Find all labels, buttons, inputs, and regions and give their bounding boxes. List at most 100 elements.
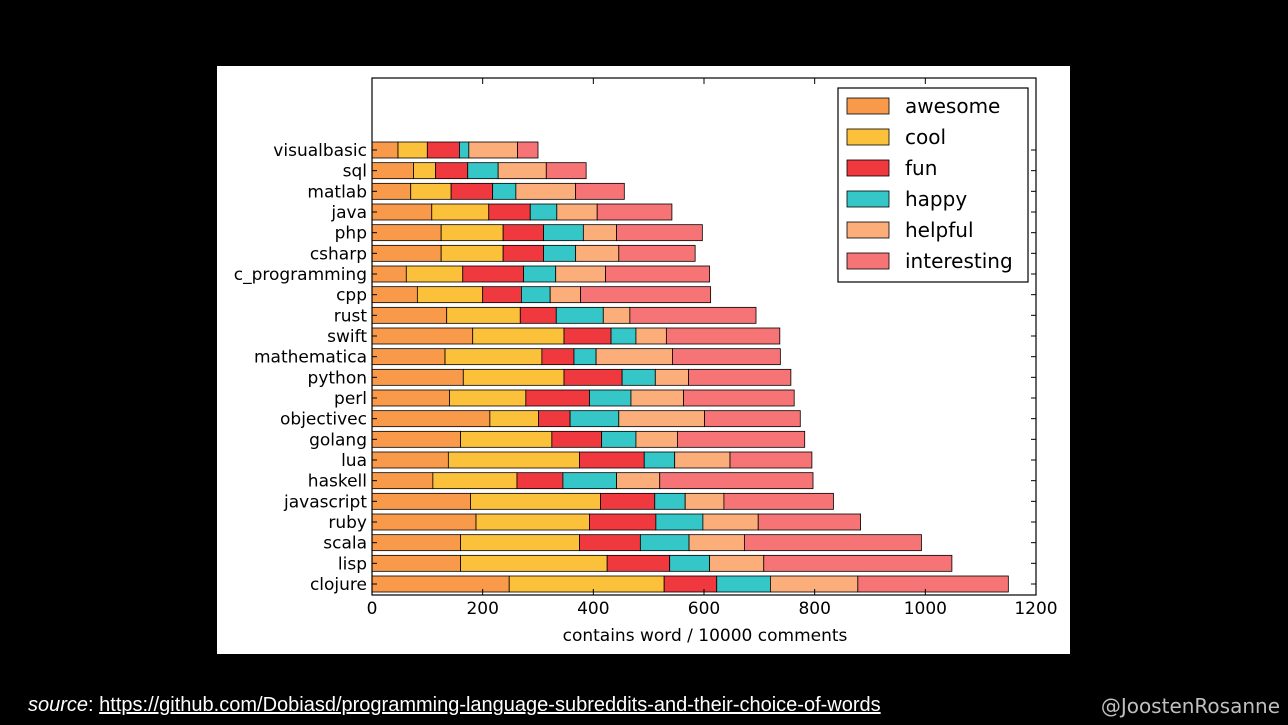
y-tick-label-csharp: csharp bbox=[310, 244, 367, 264]
y-tick-label-python: python bbox=[308, 368, 367, 388]
source-link[interactable]: https://github.com/Dobiasd/programming-l… bbox=[99, 694, 881, 716]
legend-box bbox=[837, 87, 1029, 283]
bar-mathematica-helpful bbox=[595, 348, 673, 366]
bar-haskell-interesting bbox=[659, 472, 814, 490]
legend-label-happy: happy bbox=[905, 187, 967, 211]
x-tick-label-800: 800 bbox=[798, 599, 830, 619]
bar-scala-happy bbox=[639, 534, 690, 552]
y-tick-label-haskell: haskell bbox=[308, 472, 367, 492]
bar-python-cool bbox=[462, 368, 565, 386]
source-label: source bbox=[28, 694, 89, 716]
bar-clojure-cool bbox=[508, 575, 665, 593]
bar-mathematica-fun bbox=[541, 348, 575, 366]
legend-swatch-cool bbox=[846, 128, 890, 146]
y-tick-label-objectivec: objectivec bbox=[280, 410, 367, 430]
bar-cpp-cool bbox=[416, 286, 484, 304]
y-tick-label-golang: golang bbox=[309, 430, 367, 450]
bar-mathematica-happy bbox=[573, 348, 597, 366]
bar-ruby-interesting bbox=[757, 513, 861, 531]
legend-label-helpful: helpful bbox=[905, 218, 974, 242]
y-tick-label-rust: rust bbox=[334, 306, 368, 326]
bar-clojure-interesting bbox=[857, 575, 1009, 593]
bar-objectivec-interesting bbox=[704, 410, 801, 428]
bars-layer bbox=[371, 141, 1009, 593]
source-credit: source: https://github.com/Dobiasd/progr… bbox=[28, 694, 881, 717]
y-tick-label-java: java bbox=[330, 203, 367, 223]
bar-haskell-cool bbox=[432, 472, 518, 490]
bar-cpp-happy bbox=[520, 286, 551, 304]
bar-c_programming-interesting bbox=[605, 265, 710, 283]
bar-lisp-happy bbox=[669, 554, 710, 572]
bar-lua-helpful bbox=[674, 451, 731, 469]
bar-clojure-happy bbox=[716, 575, 771, 593]
bar-clojure-helpful bbox=[770, 575, 859, 593]
bar-c_programming-fun bbox=[462, 265, 525, 283]
legend-swatch-happy bbox=[846, 190, 890, 208]
bar-php-cool bbox=[440, 224, 504, 242]
bar-scala-interesting bbox=[743, 534, 922, 552]
y-tick-label-clojure: clojure bbox=[310, 575, 367, 595]
bar-c_programming-cool bbox=[405, 265, 464, 283]
bar-perl-happy bbox=[589, 389, 632, 407]
bar-php-happy bbox=[543, 224, 584, 242]
bar-python-helpful bbox=[654, 368, 689, 386]
bar-perl-helpful bbox=[630, 389, 684, 407]
bar-scala-fun bbox=[579, 534, 641, 552]
bar-perl-cool bbox=[449, 389, 527, 407]
y-tick-label-ruby: ruby bbox=[328, 513, 367, 533]
legend-label-awesome: awesome bbox=[905, 94, 1000, 118]
bar-scala-awesome bbox=[371, 534, 461, 552]
bar-perl-interesting bbox=[683, 389, 795, 407]
x-axis-title: contains word / 10000 comments bbox=[563, 626, 848, 646]
bar-java-awesome bbox=[371, 203, 433, 221]
bar-matlab-interesting bbox=[575, 182, 625, 200]
bar-objectivec-fun bbox=[538, 410, 571, 428]
axes-layer: visualbasicsqlmatlabjavaphpcsharpc_progr… bbox=[234, 77, 1058, 619]
source-separator: : bbox=[88, 694, 100, 716]
bar-scala-helpful bbox=[688, 534, 745, 552]
bar-golang-fun bbox=[551, 430, 603, 448]
bar-golang-cool bbox=[460, 430, 553, 448]
y-tick-label-cpp: cpp bbox=[336, 286, 367, 306]
bar-sql-cool bbox=[413, 162, 437, 180]
bar-swift-awesome bbox=[371, 327, 474, 345]
bar-lisp-helpful bbox=[709, 554, 765, 572]
bar-ruby-fun bbox=[589, 513, 657, 531]
bar-lisp-fun bbox=[606, 554, 671, 572]
legend-swatch-fun bbox=[846, 159, 890, 177]
bar-rust-happy bbox=[555, 306, 604, 324]
y-tick-label-scala: scala bbox=[323, 534, 367, 554]
bar-python-happy bbox=[621, 368, 656, 386]
bar-matlab-fun bbox=[450, 182, 494, 200]
legend-label-interesting: interesting bbox=[905, 249, 1013, 273]
bar-javascript-helpful bbox=[684, 492, 725, 510]
bar-php-awesome bbox=[371, 224, 442, 242]
bar-clojure-awesome bbox=[371, 575, 510, 593]
bar-csharp-fun bbox=[502, 244, 544, 262]
bar-python-interesting bbox=[688, 368, 792, 386]
x-tick-label-600: 600 bbox=[688, 599, 720, 619]
bar-mathematica-awesome bbox=[371, 348, 446, 366]
bar-cpp-fun bbox=[482, 286, 522, 304]
bar-mathematica-cool bbox=[444, 348, 543, 366]
bar-javascript-fun bbox=[600, 492, 656, 510]
bar-matlab-cool bbox=[410, 182, 452, 200]
bar-mathematica-interesting bbox=[672, 348, 781, 366]
bar-php-helpful bbox=[582, 224, 617, 242]
bar-sql-awesome bbox=[371, 162, 414, 180]
bar-sql-helpful bbox=[497, 162, 547, 180]
bar-javascript-happy bbox=[654, 492, 686, 510]
bar-ruby-helpful bbox=[702, 513, 759, 531]
legend: awesome cool fun happy helpful interesting bbox=[837, 87, 1029, 283]
bar-csharp-helpful bbox=[575, 244, 620, 262]
bar-swift-happy bbox=[610, 327, 637, 345]
bar-swift-cool bbox=[472, 327, 565, 345]
x-tick-label-1200: 1200 bbox=[1014, 599, 1057, 619]
y-tick-label-visualbasic: visualbasic bbox=[273, 141, 367, 161]
bar-javascript-cool bbox=[470, 492, 601, 510]
y-tick-label-swift: swift bbox=[327, 327, 367, 347]
bar-cpp-interesting bbox=[580, 286, 712, 304]
bar-lua-cool bbox=[447, 451, 580, 469]
y-tick-label-javascript: javascript bbox=[283, 492, 367, 512]
bar-perl-awesome bbox=[371, 389, 450, 407]
